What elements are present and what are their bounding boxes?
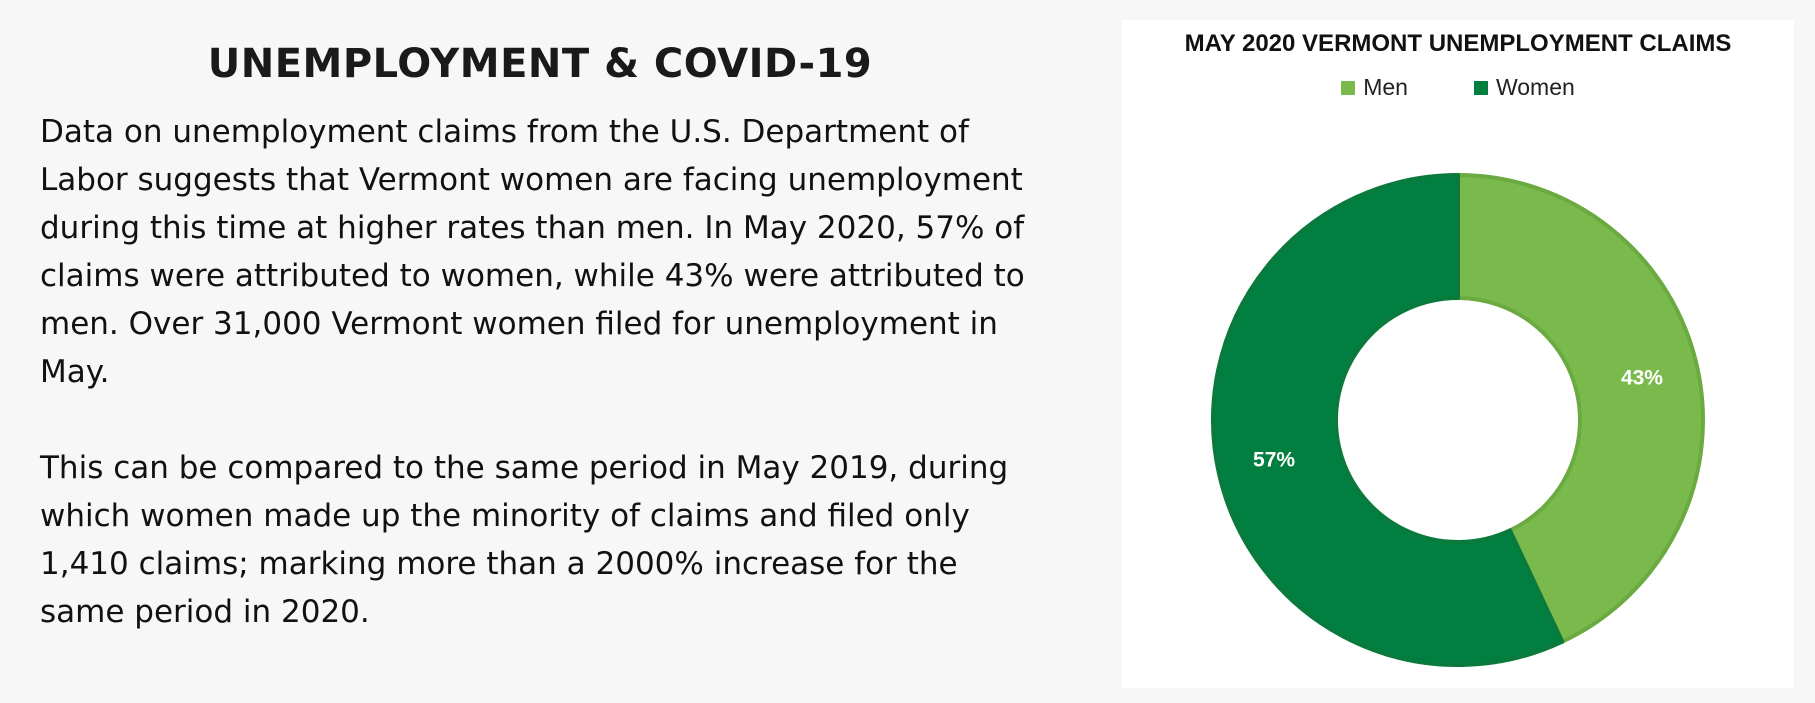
page-title: UNEMPLOYMENT & COVID-19 bbox=[207, 41, 873, 87]
legend-swatch-women bbox=[1473, 80, 1488, 95]
chart-legend: Men Women bbox=[1122, 74, 1794, 101]
legend-item-men: Men bbox=[1341, 74, 1408, 101]
paragraph-claims-2020: Data on unemployment claims from the U.S… bbox=[40, 114, 1025, 390]
donut-slice-women bbox=[1211, 173, 1565, 667]
article-text: UNEMPLOYMENT & COVID-19 Data on unemploy… bbox=[40, 30, 1070, 636]
data-label-women: 57% bbox=[1253, 449, 1295, 472]
legend-label-men: Men bbox=[1363, 74, 1408, 100]
donut-slice-men bbox=[1456, 173, 1705, 644]
donut-chart: 43% 57% bbox=[1211, 173, 1705, 667]
legend-swatch-men bbox=[1341, 80, 1356, 95]
data-label-men: 43% bbox=[1621, 366, 1663, 389]
legend-label-women: Women bbox=[1495, 74, 1575, 100]
paragraph-comparison-2019: This can be compared to the same period … bbox=[40, 450, 1009, 630]
donut-chart-card: MAY 2020 VERMONT UNEMPLOYMENT CLAIMS Men… bbox=[1122, 20, 1794, 688]
chart-title: MAY 2020 VERMONT UNEMPLOYMENT CLAIMS bbox=[1184, 30, 1732, 57]
legend-item-women: Women bbox=[1473, 74, 1575, 101]
